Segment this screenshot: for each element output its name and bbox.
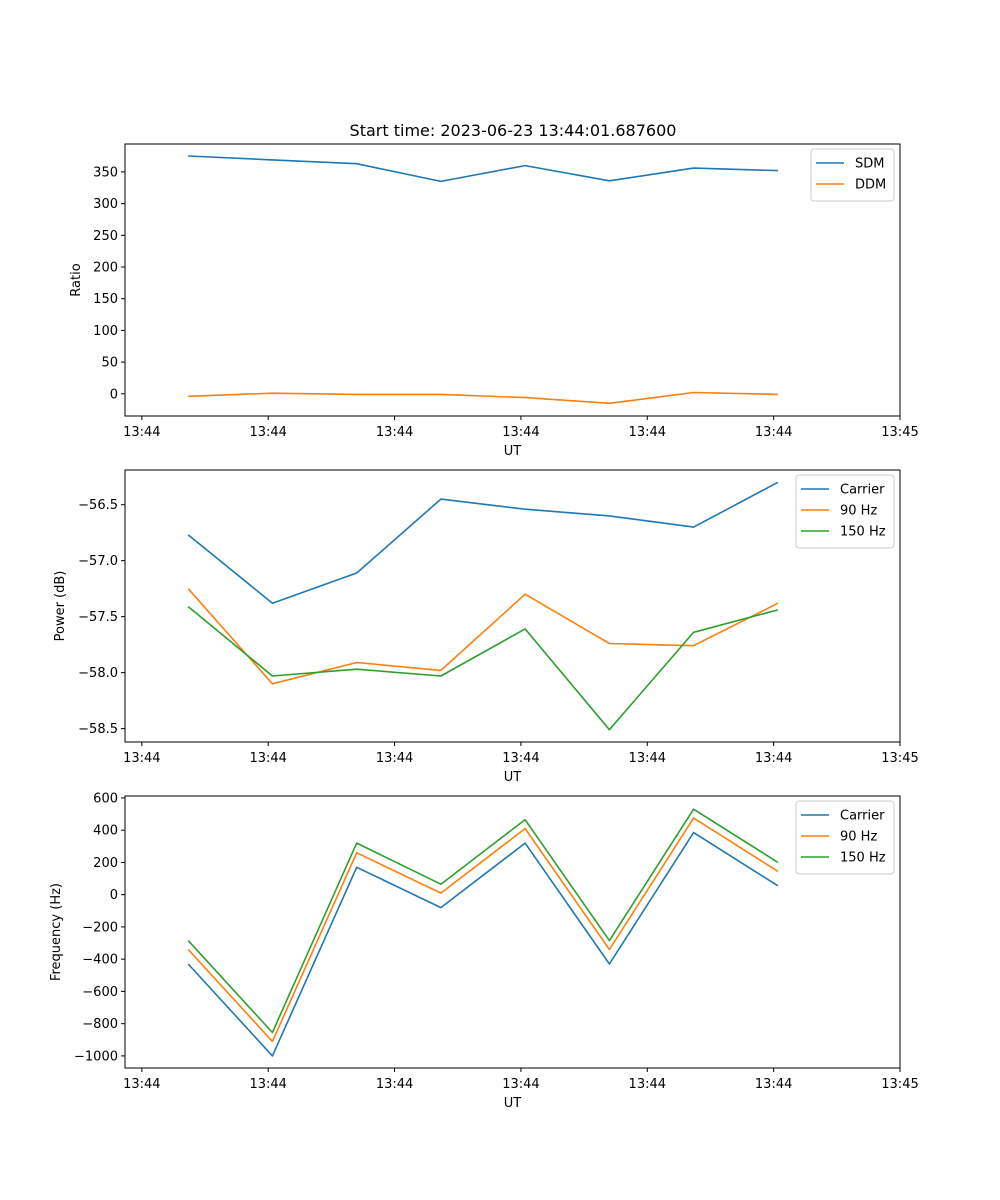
series-line-carrier (187, 831, 779, 1057)
x-tick-label: 13:44 (755, 1077, 792, 1092)
y-tick-label: −800 (82, 1017, 118, 1032)
y-tick-label: 400 (93, 824, 118, 839)
figure-title: Start time: 2023-06-23 13:44:01.687600 (350, 121, 677, 140)
y-tick-label: 100 (93, 324, 118, 339)
y-axis-label: Frequency (Hz) (49, 883, 64, 981)
y-tick-label: −1000 (74, 1049, 118, 1064)
x-tick-label: 13:44 (123, 751, 160, 766)
series-line-150-hz (187, 808, 779, 1034)
legend-label: SDM (855, 157, 884, 172)
legend-box (795, 474, 895, 549)
series-line-150-hz (187, 605, 779, 731)
legend-label: 90 Hz (840, 504, 877, 519)
legend-label: Carrier (840, 483, 885, 498)
y-tick-label: 150 (93, 292, 118, 307)
x-tick-label: 13:45 (881, 425, 918, 440)
x-tick-label: 13:45 (881, 751, 918, 766)
x-tick-label: 13:44 (629, 751, 666, 766)
legend-label: 90 Hz (840, 830, 877, 845)
y-tick-label: 350 (93, 165, 118, 180)
x-tick-label: 13:44 (376, 1077, 413, 1092)
y-tick-label: 250 (93, 229, 118, 244)
y-axis-label: Ratio (69, 263, 84, 296)
x-tick-label: 13:45 (881, 1077, 918, 1092)
chart-panel-3: −1000 −800 −600 −400 −200 0 200 400 600 13:44 13:4… (49, 791, 919, 1111)
x-axis-label: UT (504, 770, 522, 785)
plot-area (124, 795, 901, 1069)
y-tick-label: 50 (101, 356, 118, 371)
y-tick-label: −600 (82, 985, 118, 1000)
plot-area (124, 143, 901, 417)
x-axis-label: UT (504, 1096, 522, 1111)
series-line-90-hz (187, 588, 779, 685)
y-tick-label: 200 (93, 856, 118, 871)
y-tick-label: −56.5 (78, 498, 118, 513)
y-tick-label: 600 (93, 791, 118, 806)
y-tick-label: −58.5 (78, 722, 118, 737)
x-tick-label: 13:44 (249, 1077, 286, 1092)
y-tick-label: −58.0 (78, 666, 118, 681)
x-tick-label: 13:44 (629, 425, 666, 440)
legend: Carrier 90 Hz 150 Hz (795, 474, 895, 549)
legend: Carrier 90 Hz 150 Hz (795, 800, 895, 875)
legend-label: DDM (855, 178, 886, 193)
x-tick-label: 13:44 (249, 751, 286, 766)
x-tick-label: 13:44 (123, 425, 160, 440)
series-line-carrier (187, 481, 779, 605)
x-tick-label: 13:44 (502, 1077, 539, 1092)
y-tick-label: 200 (93, 261, 118, 276)
x-tick-label: 13:44 (376, 751, 413, 766)
x-tick-label: 13:44 (502, 425, 539, 440)
chart-panel-2: −58.5 −58.0 −57.5 −57.0 −56.5 13:44 13:44 13:44… (53, 469, 919, 785)
y-axis-label: Power (dB) (53, 571, 68, 642)
legend-box (795, 800, 895, 875)
legend-label: 150 Hz (840, 851, 886, 866)
legend-label: Carrier (840, 809, 885, 824)
series-line-90-hz (187, 817, 779, 1043)
y-tick-label: 300 (93, 197, 118, 212)
legend-label: 150 Hz (840, 525, 886, 540)
legend: SDM DDM (810, 148, 895, 202)
y-tick-label: −57.5 (78, 610, 118, 625)
x-tick-label: 13:44 (123, 1077, 160, 1092)
x-axis-label: UT (504, 444, 522, 459)
x-tick-label: 13:44 (376, 425, 413, 440)
x-tick-label: 13:44 (755, 751, 792, 766)
y-tick-label: 0 (110, 888, 118, 903)
y-tick-label: −200 (82, 920, 118, 935)
series-line-ddm (188, 391, 778, 405)
x-tick-label: 13:44 (755, 425, 792, 440)
y-tick-label: −400 (82, 953, 118, 968)
chart-panel-1: 0 50 100 150 200 250 300 350 13:44 13:44 13:44 13:4… (69, 143, 919, 459)
series-line-sdm (188, 155, 778, 183)
y-tick-label: 0 (110, 387, 118, 402)
x-tick-label: 13:44 (502, 751, 539, 766)
x-tick-label: 13:44 (629, 1077, 666, 1092)
legend-box (810, 148, 895, 202)
x-tick-label: 13:44 (249, 425, 286, 440)
panels: 0 50 100 150 200 250 300 350 13:44 13:44 13:44 13:4… (49, 143, 919, 1111)
y-tick-label: −57.0 (78, 554, 118, 569)
